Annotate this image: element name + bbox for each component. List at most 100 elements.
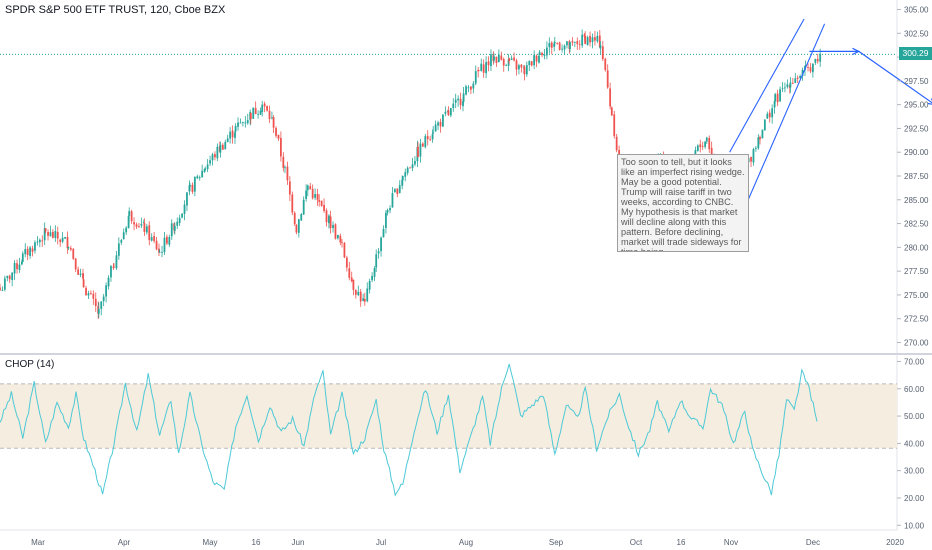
candle-body [186, 192, 188, 206]
candle-body [343, 242, 346, 258]
annotation-note[interactable]: Too soon to tell, but it looks like an i… [617, 154, 749, 252]
candle-body [809, 67, 812, 72]
candle-body [472, 83, 475, 89]
candle-body [69, 248, 72, 250]
candle-body [543, 54, 546, 56]
candle-body [553, 42, 556, 44]
price-tick-label: 282.50 [904, 220, 929, 229]
candle-body [424, 136, 427, 148]
candle-body [0, 287, 1, 291]
candle-body [465, 86, 467, 95]
candle-body [459, 98, 462, 105]
candle-body [34, 242, 36, 251]
candle-body [284, 167, 286, 169]
candle-body [406, 167, 409, 173]
candle-body [54, 231, 57, 238]
candle-body [148, 225, 151, 241]
candle-body [181, 213, 183, 218]
candle-body [493, 56, 495, 61]
candle-body [125, 227, 128, 233]
candle-body [120, 240, 123, 243]
candle-body [257, 113, 259, 115]
candle-body [710, 147, 713, 157]
candle-body [72, 248, 75, 259]
candle-body [38, 239, 41, 243]
candle-body [244, 122, 247, 124]
time-tick-label: 16 [252, 538, 261, 547]
candle-body [206, 164, 209, 170]
candle-body [598, 35, 601, 48]
candle-body [266, 105, 268, 111]
candle-body [306, 185, 309, 191]
candle-body [548, 42, 551, 48]
chop-tick-label: 20.00 [904, 494, 925, 503]
candle-body [329, 216, 332, 229]
candle-body [571, 41, 574, 43]
candle-body [183, 204, 186, 214]
candle-body [401, 179, 404, 186]
candle-body [214, 154, 216, 158]
time-tick-label: Sep [549, 538, 564, 547]
candle-body [158, 248, 160, 253]
candle-body [362, 298, 365, 301]
candle-body [305, 190, 308, 200]
candle-body [417, 146, 419, 157]
candle-body [774, 94, 777, 102]
candle-body [819, 53, 822, 62]
candle-body [350, 277, 353, 282]
candle-body [377, 251, 380, 254]
candle-body [231, 130, 234, 138]
chop-tick-label: 70.00 [904, 357, 925, 366]
candle-body [107, 277, 110, 287]
candle-body [480, 63, 483, 71]
candle-body [122, 232, 125, 240]
candle-body [201, 170, 204, 178]
candle-body [153, 236, 156, 241]
chop-tick-label: 10.00 [904, 521, 925, 530]
candle-body [386, 210, 389, 213]
candle-body [469, 86, 472, 90]
candle-body [541, 52, 543, 56]
indicator-title[interactable]: CHOP (14) [5, 359, 55, 370]
symbol-title[interactable]: SPDR S&P 500 ETF TRUST, 120, Cboe BZX [5, 4, 226, 16]
time-tick-label: Dec [806, 538, 820, 547]
candle-body [261, 104, 264, 112]
candle-body [432, 132, 435, 134]
price-tick-label: 277.50 [904, 267, 929, 276]
candle-body [357, 291, 360, 295]
candle-body [6, 276, 9, 278]
time-tick-label: Apr [118, 538, 131, 547]
candle-body [221, 144, 224, 150]
candle-body [259, 110, 262, 115]
candle-body [85, 287, 87, 296]
candle-body [117, 243, 120, 256]
candle-body [130, 211, 133, 222]
candle-body [29, 247, 31, 256]
candle-body [128, 211, 131, 216]
candle-body [173, 225, 176, 231]
candle-body [20, 261, 23, 265]
candle-body [447, 110, 450, 116]
candle-body [801, 69, 804, 76]
candle-body [708, 138, 711, 150]
candle-body [94, 298, 97, 307]
candle-body [368, 280, 371, 290]
candle-body [454, 99, 457, 103]
candle-body [705, 137, 708, 142]
price-tick-label: 297.50 [904, 77, 929, 86]
candle-body [345, 257, 348, 268]
candle-body [170, 223, 173, 237]
candle-body [814, 58, 817, 63]
candle-body [373, 268, 376, 277]
candle-body [561, 48, 563, 50]
candle-body [528, 61, 531, 66]
candle-body [396, 188, 399, 194]
candle-body [513, 57, 515, 61]
candle-body [82, 273, 84, 279]
candle-body [794, 78, 797, 83]
candle-body [277, 134, 280, 139]
candle-body [61, 237, 64, 242]
candle-body [300, 214, 303, 221]
candle-body [341, 242, 343, 244]
